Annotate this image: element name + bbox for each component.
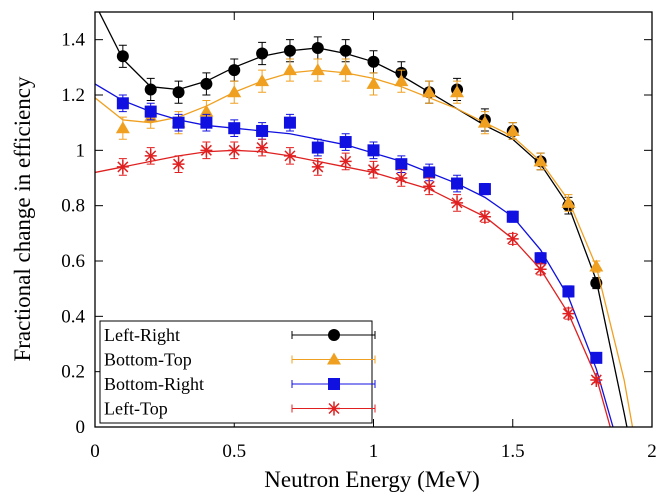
- x-tick-label: 0: [90, 441, 100, 462]
- data-point: [228, 64, 241, 77]
- data-point: [199, 104, 214, 117]
- legend-marker: [327, 352, 341, 365]
- y-tick-label: 0: [76, 417, 86, 438]
- x-axis-label: Neutron Energy (MeV): [264, 467, 479, 492]
- data-point: [227, 85, 242, 98]
- data-point: [506, 231, 519, 246]
- data-point: [367, 144, 380, 157]
- data-point: [395, 158, 408, 171]
- legend-box: [99, 320, 373, 424]
- plot-area: [95, 12, 634, 427]
- x-tick-label: 0.5: [222, 441, 246, 462]
- data-point: [561, 195, 576, 208]
- data-point: [395, 171, 408, 185]
- data-point: [477, 115, 492, 128]
- data-point: [339, 44, 352, 57]
- y-tick-label: 1.4: [61, 30, 85, 51]
- legend-label: Left-Right: [104, 325, 180, 345]
- data-point: [422, 85, 437, 98]
- data-point: [282, 63, 297, 76]
- data-point: [423, 179, 436, 194]
- data-point: [144, 148, 157, 163]
- data-point: [590, 372, 603, 387]
- legend: Left-Right Bottom-Top Bottom-Right Left-Top: [99, 320, 376, 424]
- data-point: [256, 124, 269, 137]
- data-point: [590, 351, 603, 364]
- y-tick-label: 1: [76, 140, 86, 161]
- data-point: [394, 74, 409, 87]
- data-point: [311, 141, 324, 154]
- data-point: [338, 63, 353, 76]
- data-point: [451, 177, 464, 190]
- y-tick-label: 0.2: [61, 362, 85, 383]
- legend-label: Bottom-Top: [104, 350, 192, 370]
- data-point: [478, 209, 491, 224]
- data-point: [339, 136, 352, 149]
- data-point: [367, 162, 380, 177]
- data-point: [172, 86, 185, 99]
- data-point: [200, 143, 213, 158]
- data-point: [228, 143, 241, 158]
- data-point: [506, 210, 519, 223]
- data-point: [533, 154, 548, 167]
- y-tick-label: 0.6: [61, 251, 85, 272]
- data-point: [256, 140, 269, 155]
- data-point: [562, 306, 575, 321]
- data-point: [451, 195, 464, 210]
- data-point: [450, 85, 465, 98]
- data-point: [366, 76, 381, 89]
- data-point: [283, 44, 296, 57]
- data-point: [367, 55, 380, 68]
- legend-label: Left-Top: [104, 399, 168, 419]
- x-tick-label: 1.5: [501, 441, 525, 462]
- data-point: [534, 252, 547, 265]
- y-tick-label: 1.2: [61, 85, 85, 106]
- data-point: [200, 116, 213, 129]
- data-point: [115, 121, 130, 134]
- data-point: [562, 285, 575, 298]
- plot-frame: [94, 11, 653, 428]
- legend-marker: [328, 378, 340, 390]
- data-point: [228, 122, 241, 135]
- y-tick-label: 0.4: [61, 306, 85, 327]
- data-point: [505, 123, 520, 136]
- data-point: [116, 159, 129, 174]
- data-point: [478, 183, 491, 196]
- data-point: [423, 166, 436, 179]
- data-point: [339, 154, 352, 169]
- data-point: [116, 97, 129, 110]
- data-point: [172, 116, 185, 129]
- x-tick-label: 2: [647, 441, 657, 462]
- data-point: [283, 148, 296, 163]
- y-tick-label: 0.8: [61, 196, 85, 217]
- legend-marker: [328, 329, 340, 341]
- y-axis-label: Fractional change in efficiency: [10, 76, 35, 362]
- data-point: [116, 50, 129, 63]
- data-point: [172, 157, 185, 172]
- data-point: [256, 47, 269, 60]
- data-point: [311, 41, 324, 54]
- data-point: [534, 262, 547, 277]
- legend-label: Bottom-Right: [104, 374, 204, 394]
- data-point: [589, 259, 604, 272]
- data-point: [255, 74, 270, 87]
- data-point: [200, 77, 213, 90]
- data-point: [144, 105, 157, 118]
- data-point: [144, 83, 157, 96]
- legend-marker: [328, 401, 340, 416]
- data-point: [283, 116, 296, 129]
- x-tick-label: 1: [369, 441, 379, 462]
- data-point: [310, 63, 325, 76]
- data-point: [311, 159, 324, 174]
